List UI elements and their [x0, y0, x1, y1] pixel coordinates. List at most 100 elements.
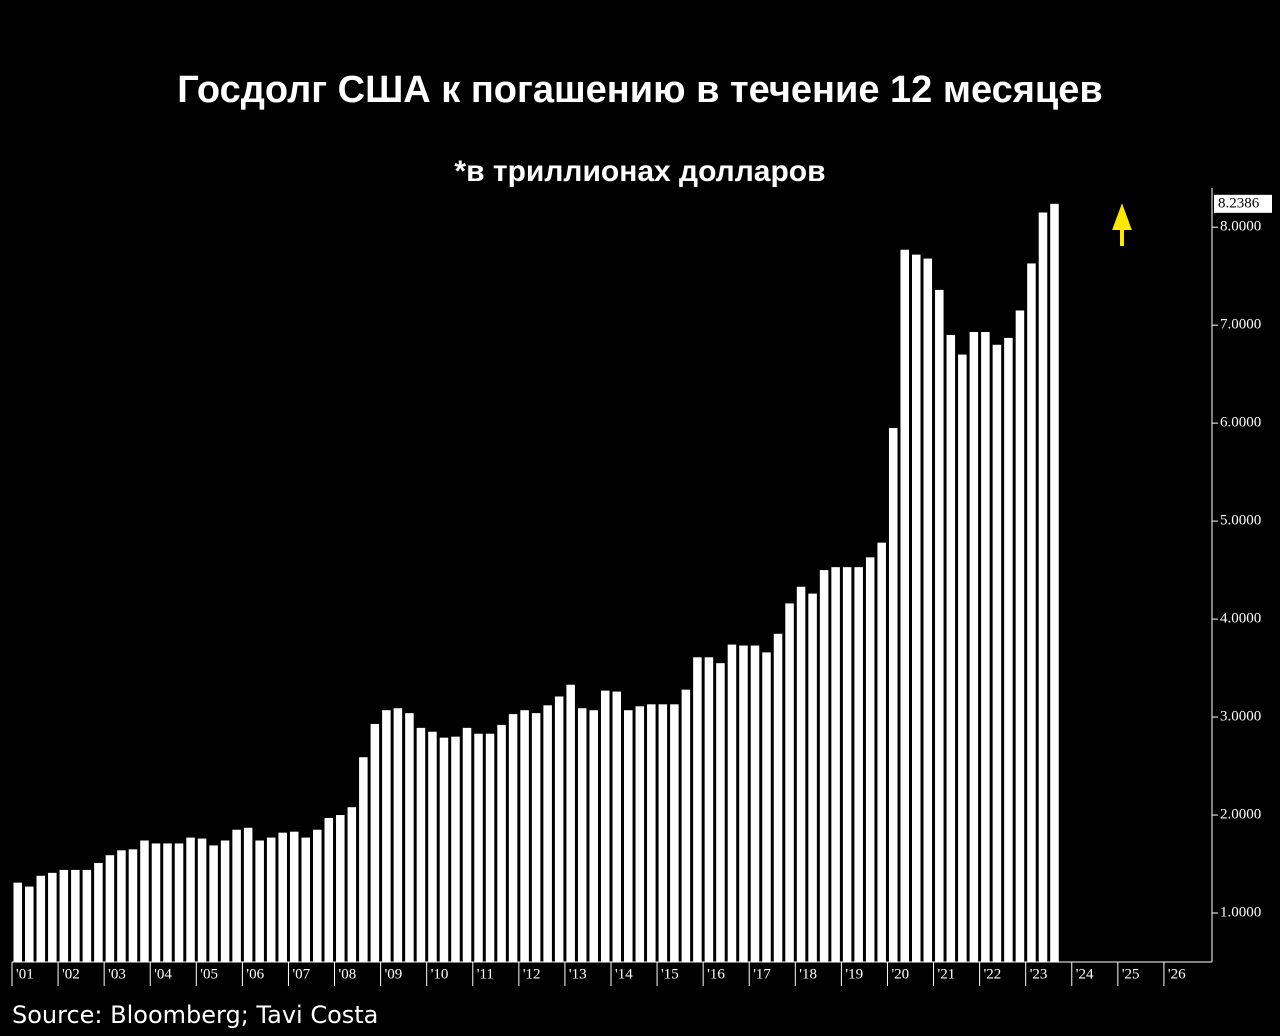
bar [301, 837, 311, 962]
bar [888, 428, 898, 962]
x-tick-label: '04 [154, 966, 172, 982]
x-tick-label: '12 [523, 966, 541, 982]
bar [600, 690, 610, 962]
x-tick-label: '22 [984, 966, 1002, 982]
bar [140, 840, 149, 962]
bar [220, 840, 230, 962]
bar [508, 714, 518, 962]
bar [808, 593, 817, 962]
x-tick-label: '07 [292, 966, 310, 982]
x-tick-label: '18 [799, 966, 817, 982]
bar [554, 696, 564, 962]
bar [589, 710, 598, 962]
bar [289, 831, 299, 962]
x-tick-label: '01 [16, 966, 34, 982]
bar [520, 710, 529, 962]
y-tick-label: 6.0000 [1220, 415, 1261, 431]
bar [82, 869, 92, 962]
bar [877, 542, 886, 962]
bar [670, 704, 679, 962]
x-tick-label: '14 [615, 966, 633, 982]
y-tick-label: 3.0000 [1220, 709, 1261, 725]
bar [59, 869, 69, 962]
last-value-box [1214, 194, 1272, 213]
bar [232, 829, 241, 962]
bar [992, 344, 1002, 962]
y-tick-label: 7.0000 [1220, 317, 1261, 333]
x-tick-label: '24 [1076, 966, 1094, 982]
bar [439, 737, 449, 962]
bar [727, 644, 737, 962]
bar [958, 354, 967, 962]
bar [635, 706, 645, 962]
x-tick-label: '23 [1030, 966, 1048, 982]
bar [266, 837, 276, 962]
bar [531, 713, 541, 962]
bar [624, 710, 633, 962]
bar [1015, 310, 1025, 962]
bar [255, 840, 264, 962]
bar [739, 645, 748, 962]
x-tick-label: '05 [200, 966, 218, 982]
x-tick-label: '11 [477, 966, 494, 982]
bar [658, 704, 668, 962]
y-tick-label: 4.0000 [1220, 611, 1261, 627]
bar [497, 724, 506, 962]
x-tick-label: '17 [753, 966, 771, 982]
bar [197, 838, 207, 962]
chart-title: Госдолг США к погашению в течение 12 мес… [177, 69, 1103, 111]
bar [209, 845, 218, 962]
x-tick-label: '15 [661, 966, 679, 982]
x-tick-label: '10 [431, 966, 449, 982]
bar [543, 705, 552, 962]
last-value-label: 8.2386 [1218, 195, 1260, 211]
bar [831, 567, 840, 962]
bar [750, 645, 760, 962]
bar [900, 249, 910, 962]
x-tick-label: '13 [569, 966, 587, 982]
bar [416, 727, 426, 962]
chart-subtitle: *в триллионах долларов [454, 155, 825, 188]
bar [693, 657, 702, 962]
bar [704, 657, 714, 962]
y-tick-label: 2.0000 [1220, 806, 1261, 822]
bar [94, 863, 103, 962]
bar [935, 289, 944, 962]
bar [819, 570, 829, 962]
bar [382, 710, 391, 962]
bar [370, 723, 380, 962]
bar [359, 757, 368, 962]
bar [842, 567, 852, 962]
bar [566, 684, 575, 962]
bar [612, 691, 622, 962]
bar [393, 708, 403, 962]
x-tick-label: '02 [62, 966, 80, 982]
bar [336, 815, 345, 962]
bar [347, 807, 357, 962]
bar [428, 731, 437, 962]
bar [451, 736, 460, 962]
source: Source: Bloomberg; Tavi Costa [12, 1001, 378, 1029]
x-tick-label: '25 [1122, 966, 1140, 982]
x-tick-label: '09 [385, 966, 403, 982]
bar [324, 817, 334, 962]
bar [71, 869, 80, 962]
x-tick-label: '06 [246, 966, 264, 982]
bar [105, 855, 115, 962]
bar [312, 829, 322, 962]
bar [174, 843, 184, 962]
bar [13, 882, 23, 962]
bar [128, 849, 138, 962]
bar [462, 727, 472, 962]
bar [1027, 263, 1036, 962]
x-tick-label: '19 [845, 966, 863, 982]
bar [1038, 212, 1048, 963]
bar [48, 872, 57, 962]
bar [681, 689, 691, 962]
bar [485, 733, 495, 962]
bar [762, 652, 771, 962]
bar [981, 332, 990, 962]
bar [923, 258, 933, 963]
bar [151, 843, 161, 962]
